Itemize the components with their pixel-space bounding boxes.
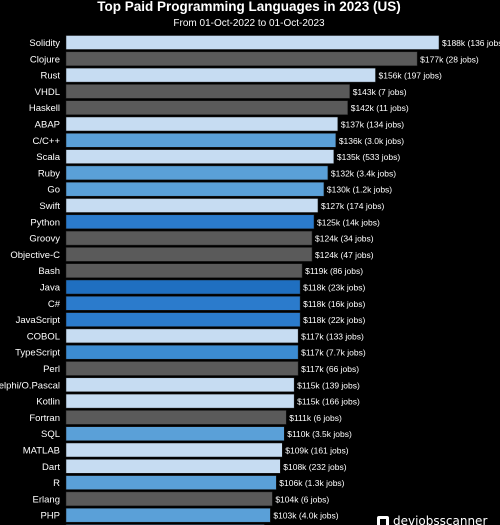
- value-label: $110k (3.5k jobs): [287, 429, 352, 439]
- category-label: Rust: [40, 71, 60, 82]
- bar: [65, 263, 303, 278]
- value-label: $156k (197 jobs): [379, 71, 442, 81]
- bar: [65, 328, 299, 344]
- category-label: Clojure: [30, 54, 60, 65]
- bar: [65, 296, 301, 311]
- bars-group: Solidity $188k (136 jobs) Clojure $177k (28…: [0, 35, 500, 525]
- bar: [65, 459, 281, 474]
- value-label: $117k (7.7k jobs): [301, 348, 366, 358]
- bar: [65, 35, 440, 50]
- devjobsscanner-logo-icon: [377, 516, 389, 525]
- bar: [65, 344, 299, 360]
- bar: [65, 491, 273, 507]
- category-label: Erlang: [33, 494, 60, 505]
- value-label: $104k (6 jobs): [275, 494, 329, 504]
- value-label: $118k (23k jobs): [303, 283, 365, 293]
- bar: [65, 507, 271, 523]
- bar: [65, 377, 295, 393]
- category-label: Fortran: [29, 413, 60, 424]
- value-label: $119k (86 jobs): [305, 266, 363, 276]
- value-label: $106k (1.3k jobs): [279, 478, 344, 488]
- value-label: $124k (47 jobs): [315, 250, 374, 260]
- category-label: Go: [47, 185, 60, 196]
- category-label: JavaScript: [16, 315, 61, 326]
- category-label: Objective-C: [10, 250, 60, 261]
- category-label: Perl: [43, 364, 60, 375]
- bar: [65, 133, 337, 148]
- category-label: Solidity: [29, 38, 60, 49]
- value-label: $109k (161 jobs): [285, 446, 348, 456]
- value-label: $125k (14k jobs): [317, 217, 380, 227]
- category-label: Scala: [36, 152, 60, 163]
- category-label: C/C++: [33, 136, 61, 147]
- category-label: COBOL: [27, 331, 60, 342]
- chart-title: Top Paid Programming Languages in 2023 (…: [97, 0, 401, 14]
- category-label: R: [53, 478, 60, 489]
- bar: [65, 279, 301, 295]
- watermark: devjobsscanner: [377, 514, 487, 525]
- value-label: $117k (133 jobs): [301, 331, 364, 341]
- bar: [65, 198, 319, 213]
- value-label: $143k (7 jobs): [353, 87, 407, 97]
- bar: [65, 84, 350, 99]
- category-label: TypeScript: [15, 348, 60, 359]
- category-label: Java: [40, 283, 61, 294]
- value-label: $118k (16k jobs): [303, 299, 365, 309]
- bar: [65, 230, 313, 246]
- category-label: Python: [30, 217, 60, 228]
- category-label: PHP: [40, 511, 60, 522]
- category-label: Swift: [39, 201, 60, 212]
- bar: [65, 475, 277, 490]
- value-label: $136k (3.0k jobs): [339, 136, 404, 146]
- bar: [65, 361, 299, 376]
- bar: [65, 410, 287, 425]
- bar: [65, 312, 301, 327]
- bar: [65, 442, 283, 458]
- value-label: $103k (4.0k jobs): [273, 511, 338, 521]
- bar: [65, 393, 295, 409]
- value-label: $127k (174 jobs): [321, 201, 384, 211]
- category-label: Haskell: [29, 103, 60, 114]
- category-label: Bash: [38, 266, 60, 277]
- category-label: VHDL: [35, 87, 60, 98]
- bar: [65, 116, 339, 132]
- value-label: $177k (28 jobs): [420, 54, 479, 64]
- value-label: $137k (134 jobs): [341, 120, 404, 130]
- value-label: $118k (22k jobs): [303, 315, 365, 325]
- value-label: $142k (11 jobs): [351, 103, 409, 113]
- value-label: $117k (66 jobs): [301, 364, 359, 374]
- category-label: SQL: [41, 429, 60, 440]
- bar: [65, 51, 418, 67]
- category-label: Groovy: [29, 234, 60, 245]
- bar: [65, 426, 285, 441]
- bar: [65, 67, 376, 83]
- bar: [65, 181, 325, 197]
- category-label: Delphi/O.Pascal: [0, 380, 60, 391]
- category-label: MATLAB: [23, 446, 60, 457]
- category-label: ABAP: [35, 120, 60, 131]
- category-label: Ruby: [38, 168, 60, 179]
- bar: [65, 100, 348, 115]
- chart-subtitle: From 01-Oct-2022 to 01-Oct-2023: [173, 18, 325, 29]
- value-label: $132k (3.4k jobs): [331, 168, 396, 178]
- bar: [65, 149, 335, 164]
- value-label: $135k (533 jobs): [337, 152, 400, 162]
- value-label: $108k (232 jobs): [283, 462, 346, 472]
- bar: [65, 247, 313, 262]
- value-label: $130k (1.2k jobs): [327, 185, 392, 195]
- watermark-text: devjobsscanner: [393, 514, 487, 525]
- bar: [65, 165, 329, 181]
- value-label: $188k (136 jobs): [442, 38, 500, 48]
- category-label: C#: [48, 299, 61, 310]
- value-label: $111k (6 jobs): [289, 413, 342, 423]
- value-label: $115k (166 jobs): [297, 397, 360, 407]
- value-label: $124k (34 jobs): [315, 234, 374, 244]
- category-label: Kotlin: [36, 397, 60, 408]
- category-label: Dart: [42, 462, 60, 473]
- value-label: $115k (139 jobs): [297, 380, 360, 390]
- bar: [65, 214, 315, 230]
